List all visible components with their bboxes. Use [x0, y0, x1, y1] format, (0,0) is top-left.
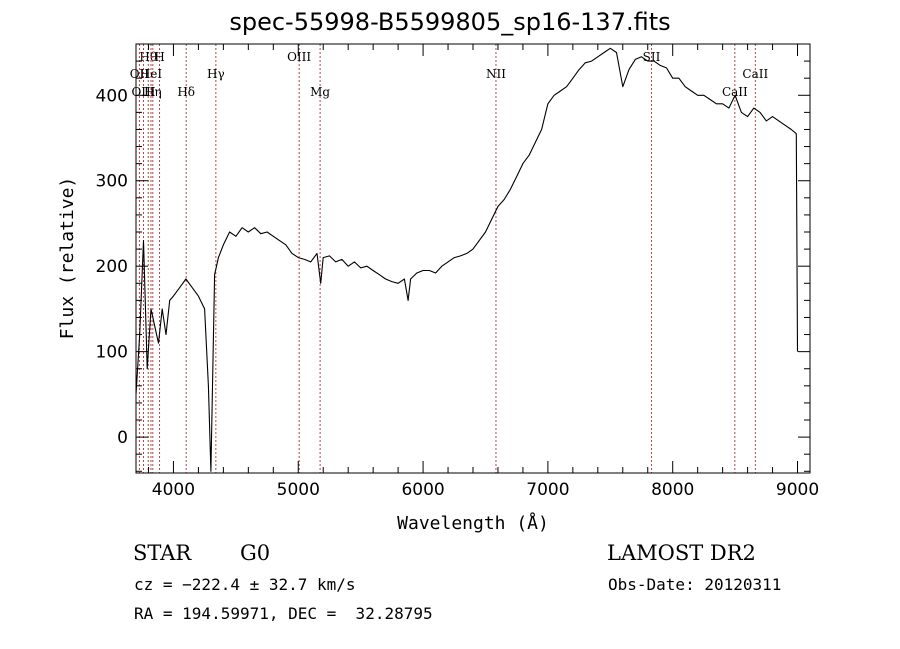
x-tick-label: 9000	[776, 480, 819, 500]
x-axis-label: Wavelength (Å)	[397, 512, 549, 534]
ra-dec-coords: RA = 194.59971, DEC = 32.28795	[134, 604, 433, 623]
y-tick-label: 100	[96, 343, 128, 363]
spectral-line-label: Hδ	[177, 85, 195, 99]
spectral-line-label: Hγ	[207, 67, 225, 81]
spectrum-line-0	[135, 47, 799, 472]
x-tick-label: 5000	[277, 480, 320, 500]
x-tick-label: 8000	[651, 480, 694, 500]
x-tick-label: 6000	[401, 480, 444, 500]
spectral-line-label: Hη	[144, 85, 162, 99]
plot-frame	[135, 43, 811, 474]
spectral-line-label: CaII	[742, 67, 768, 81]
spectral-line-label: HeI	[140, 67, 163, 81]
object-subclass: G0	[240, 541, 271, 565]
object-class: STAR	[133, 541, 192, 565]
chart-title: spec-55998-B5599805_sp16-137.fits	[229, 8, 671, 36]
survey-label: LAMOST DR2	[607, 541, 756, 565]
spectral-line-label: SII	[643, 50, 661, 64]
y-tick-label: 0	[117, 428, 128, 448]
spectral-line-label: CaII	[722, 85, 748, 99]
observation-date: Obs-Date: 20120311	[608, 575, 782, 594]
y-axis-label: Flux (relative)	[57, 177, 78, 340]
redshift-cz: cz = −222.4 ± 32.7 km/s	[134, 575, 356, 594]
x-tick-label: 7000	[526, 480, 569, 500]
y-tick-label: 300	[96, 172, 128, 192]
spectral-line-label: OII	[130, 67, 150, 81]
spectral-line-label: Mg	[310, 85, 330, 99]
spectral-line-label: H	[154, 50, 164, 64]
spectral-line-label: NII	[486, 67, 506, 81]
y-tick-label: 200	[96, 257, 128, 277]
y-tick-label: 400	[96, 86, 128, 106]
spectral-line-label: OIII	[287, 50, 311, 64]
x-tick-label: 4000	[152, 480, 195, 500]
